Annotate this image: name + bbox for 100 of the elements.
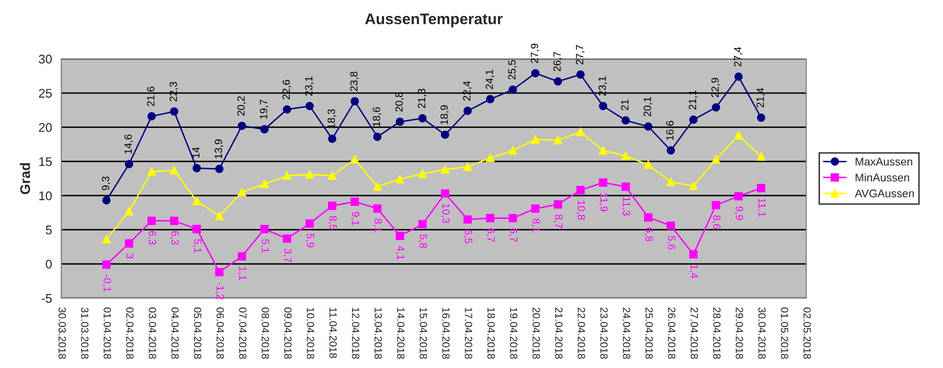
x-tick-label: 31.03.2018: [81, 308, 88, 359]
data-label: 8,1: [373, 218, 382, 232]
data-label: 10,3: [441, 204, 450, 224]
legend-label: AVGAussen: [854, 190, 914, 198]
x-tick-label: 20.04.2018: [532, 308, 540, 359]
point: [350, 198, 359, 206]
data-label: -0,1: [102, 274, 112, 292]
data-label: 9,3: [102, 176, 110, 190]
point: [418, 170, 427, 178]
data-label: 8,6: [712, 215, 721, 229]
point: [238, 122, 246, 130]
x-tick-label: 12.04.2018: [352, 308, 360, 359]
data-label: 5,6: [666, 236, 676, 250]
point: [712, 103, 720, 112]
point: [622, 182, 630, 191]
point: [734, 131, 743, 140]
data-label: 16,6: [666, 120, 675, 140]
x-tick-label: 29.04.2018: [736, 308, 744, 359]
x-tick-label: 19.04.2018: [510, 308, 518, 359]
x-tick-label: 10.04.2018: [306, 308, 314, 359]
data-label: 5,8: [418, 234, 428, 248]
y-tick-label: 10: [39, 191, 52, 200]
x-tick-label: 28.04.2018: [713, 308, 721, 359]
point: [666, 221, 675, 230]
data-label: 23,8: [350, 72, 359, 92]
data-label: 1,1: [238, 266, 246, 280]
chart-title: AussenTemperatur: [365, 14, 503, 28]
x-tick-label: 02.05.2018: [803, 308, 811, 359]
point: [396, 232, 404, 240]
data-label: 8,1: [531, 218, 540, 232]
point: [463, 215, 472, 224]
x-tick-label: 30.03.2018: [58, 308, 66, 359]
data-label: 21,4: [756, 88, 766, 108]
x-tick-label: 16.04.2018: [442, 308, 450, 359]
x-tick-label: 17.04.2018: [464, 308, 472, 359]
point: [373, 132, 382, 141]
point: [644, 213, 652, 222]
point: [124, 207, 134, 216]
point: [689, 250, 698, 259]
point: [689, 116, 698, 124]
y-tick-label: 5: [46, 226, 52, 234]
point: [756, 152, 766, 161]
point: [215, 268, 224, 276]
data-label: 24,1: [486, 70, 494, 89]
point: [418, 114, 427, 123]
data-label: 21: [621, 100, 628, 110]
point: [576, 186, 585, 194]
point: [147, 216, 156, 226]
point: [282, 105, 292, 114]
point: [666, 178, 675, 186]
point: [554, 200, 562, 209]
data-label: 3: [126, 254, 134, 258]
point: [170, 216, 178, 226]
x-tick-label: 22.04.2018: [578, 308, 586, 359]
point: [440, 130, 450, 139]
data-label: 3,7: [283, 248, 292, 262]
point: [486, 214, 494, 222]
x-tick-label: 21.04.2018: [555, 308, 563, 359]
data-label: 14,6: [124, 134, 134, 154]
x-tick-label: 15.04.2018: [420, 308, 428, 359]
point: [644, 160, 652, 169]
x-tick-label: 05.04.2018: [194, 308, 202, 359]
point: [305, 170, 314, 179]
data-label: 6,3: [170, 231, 179, 245]
x-tick-label: 30.04.2018: [758, 308, 766, 359]
point: [102, 235, 111, 244]
x-tick-label: 08.04.2018: [262, 308, 270, 359]
point: [350, 155, 359, 164]
point: [238, 252, 246, 261]
x-tick-label: 14.04.2018: [397, 308, 404, 359]
point: [486, 154, 494, 162]
x-tick-label: 03.04.2018: [148, 308, 156, 359]
point: [644, 122, 652, 131]
data-label: 6,7: [486, 228, 495, 242]
data-label: -1,2: [215, 282, 224, 300]
point: [170, 107, 178, 116]
point: [463, 106, 472, 115]
data-label: 27,7: [576, 45, 585, 64]
data-label: 14: [192, 147, 200, 158]
data-label: 20,2: [237, 96, 246, 116]
y-tick-label: 25: [38, 88, 52, 98]
data-label: 5,1: [260, 239, 269, 253]
x-tick-label: 26.04.2018: [668, 308, 676, 359]
point: [689, 182, 698, 190]
data-label: 18,6: [372, 107, 382, 126]
point: [531, 69, 540, 78]
x-tick-label: 27.04.2018: [690, 308, 698, 359]
point: [260, 224, 269, 234]
point: [463, 162, 472, 172]
data-label: 18,9: [440, 105, 450, 124]
data-label: 6,5: [464, 230, 472, 244]
data-label: 6,7: [508, 228, 518, 242]
point: [712, 155, 720, 164]
point: [531, 135, 540, 144]
data-label: 21,6: [147, 86, 156, 106]
x-tick-label: 04.04.2018: [171, 308, 179, 359]
point: [396, 174, 404, 184]
data-label: 8,5: [328, 216, 337, 230]
y-axis-title: Grad: [20, 163, 30, 194]
x-tick-label: 01.05.2018: [780, 308, 788, 359]
